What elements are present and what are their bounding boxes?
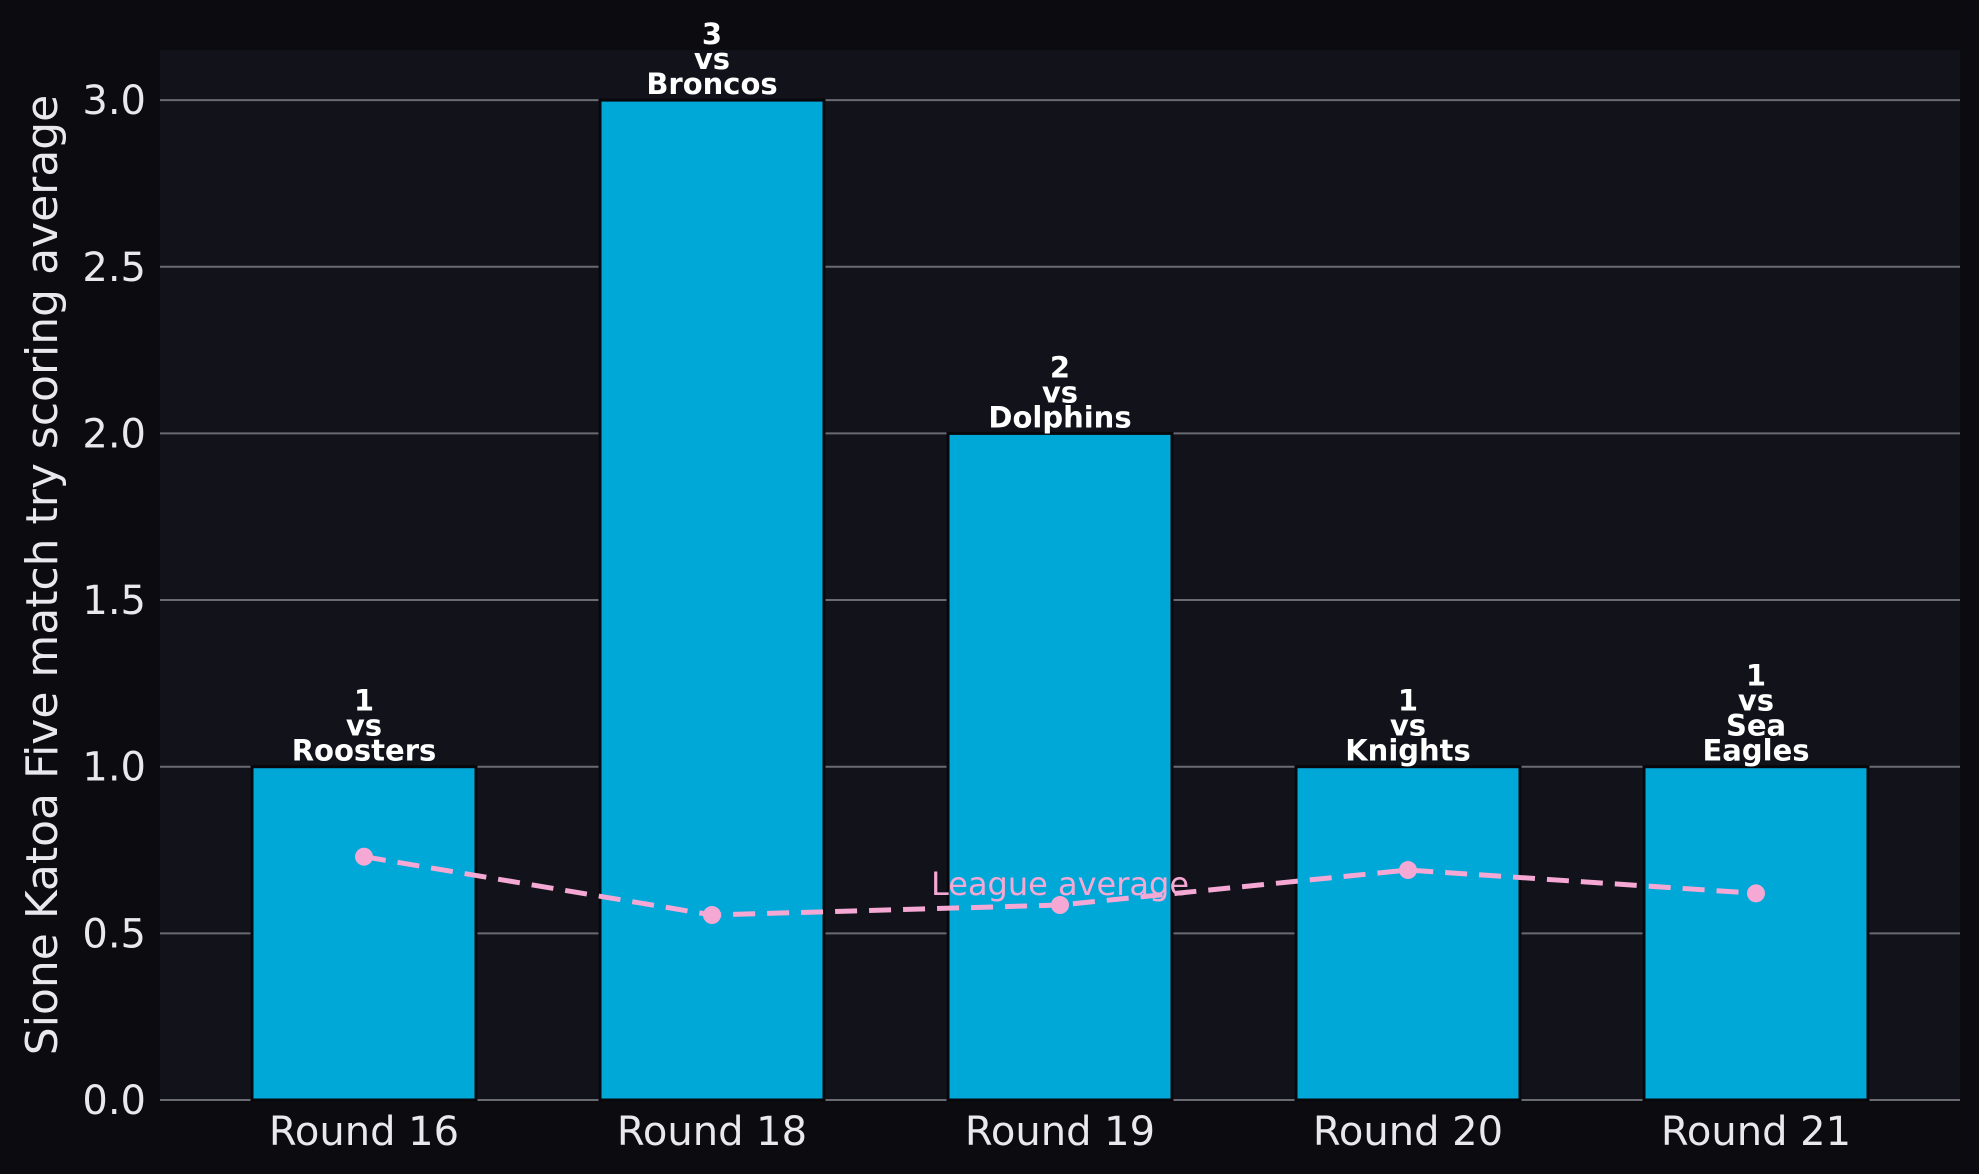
league-average-point bbox=[355, 847, 373, 866]
bars bbox=[250, 98, 1870, 1102]
bar-data-label: vs bbox=[1390, 709, 1426, 743]
league-average-point bbox=[1051, 896, 1069, 915]
bar-data-label: Knights bbox=[1345, 734, 1471, 768]
y-tick-label: 0.5 bbox=[82, 911, 146, 957]
bar-data-label: 1 bbox=[354, 684, 374, 718]
x-tick-label: Round 16 bbox=[269, 1109, 459, 1155]
bar bbox=[946, 431, 1174, 1102]
bar-data-label: vs bbox=[694, 42, 730, 76]
x-tick-label: Round 18 bbox=[617, 1109, 807, 1155]
bar bbox=[1294, 765, 1522, 1102]
bar-data-label: Dolphins bbox=[988, 400, 1131, 434]
y-tick-label: 2.5 bbox=[82, 245, 146, 291]
y-axis-ticks: 0.0 0.5 1.0 1.5 2.0 2.5 3.0 bbox=[82, 78, 146, 1124]
y-tick-label: 3.0 bbox=[82, 78, 146, 124]
bar bbox=[1642, 765, 1870, 1102]
bar-data-label: vs bbox=[1042, 375, 1078, 409]
bar-labels: 1vsRoosters3vsBroncos2vsDolphins1vsKnigh… bbox=[292, 17, 1810, 768]
bar-data-label: 1 bbox=[1398, 684, 1418, 718]
x-axis-ticks: Round 16 Round 18 Round 19 Round 20 Round 21 bbox=[269, 1109, 1851, 1155]
y-tick-label: 2.0 bbox=[82, 411, 146, 457]
league-average-label: League average bbox=[931, 865, 1189, 903]
bar-data-label: Sea bbox=[1726, 709, 1786, 743]
bar-data-label: Eagles bbox=[1702, 734, 1809, 768]
bar-data-label: vs bbox=[1738, 684, 1774, 718]
bar-data-label: Roosters bbox=[292, 734, 437, 768]
y-tick-label: 1.0 bbox=[82, 745, 146, 791]
bar-data-label: Broncos bbox=[646, 67, 777, 101]
bar bbox=[250, 765, 478, 1102]
y-axis-label: Sione Katoa Five match try scoring avera… bbox=[17, 95, 68, 1055]
x-tick-label: Round 21 bbox=[1661, 1109, 1851, 1155]
x-tick-label: Round 20 bbox=[1313, 1109, 1503, 1155]
y-tick-label: 1.5 bbox=[82, 578, 146, 624]
bar-data-label: 3 bbox=[702, 17, 722, 51]
bar-data-label: 1 bbox=[1746, 659, 1766, 693]
y-tick-label: 0.0 bbox=[82, 1078, 146, 1124]
bar-data-label: vs bbox=[346, 709, 382, 743]
x-tick-label: Round 19 bbox=[965, 1109, 1155, 1155]
league-average-series: League average bbox=[355, 847, 1765, 925]
league-average-point bbox=[703, 906, 721, 925]
bar-data-label: 2 bbox=[1050, 350, 1070, 384]
league-average-point bbox=[1399, 861, 1417, 880]
bar bbox=[598, 98, 826, 1102]
league-average-point bbox=[1747, 884, 1765, 903]
